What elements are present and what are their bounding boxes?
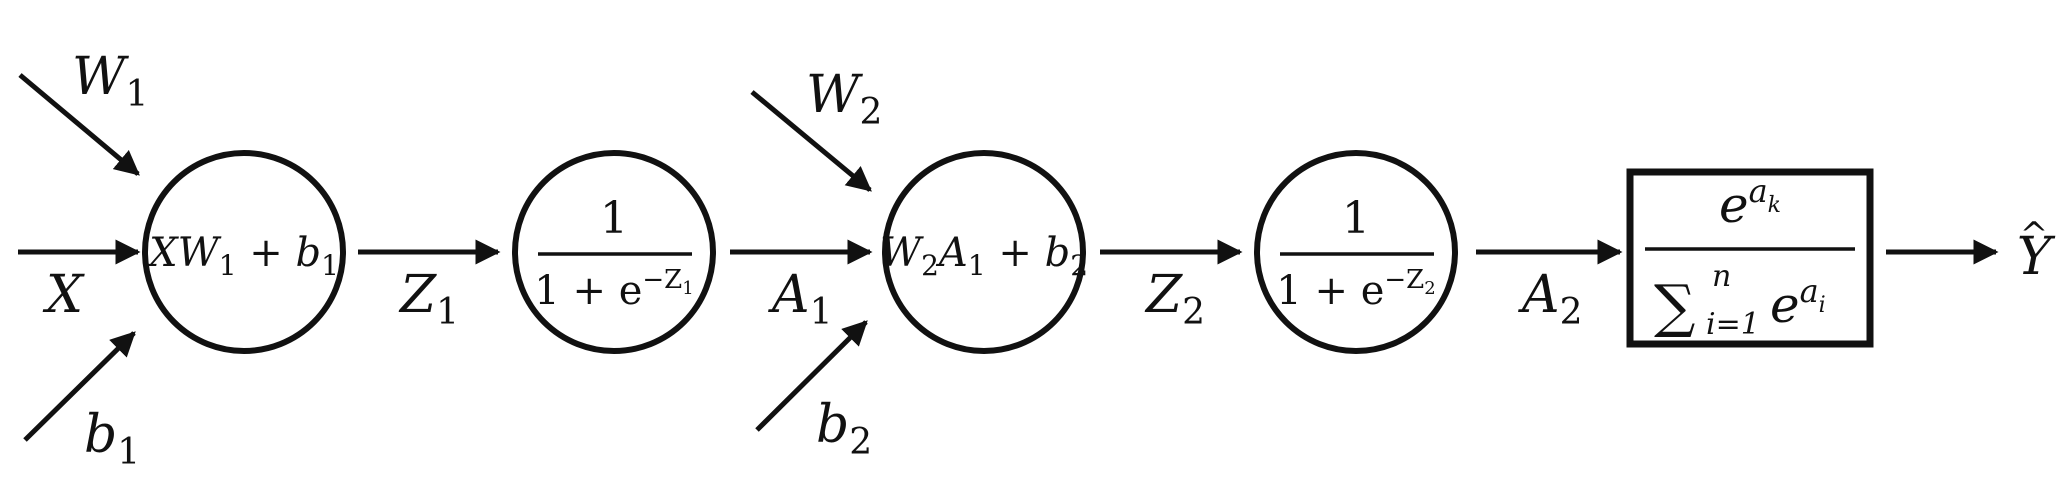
label-b2: b2 (816, 395, 872, 463)
label-z2: Z2 (1144, 265, 1205, 333)
softmax-numerator: eak (1719, 172, 1781, 234)
summation-lower-limit: i=1 (1706, 307, 1760, 342)
node-softmax (1626, 168, 1874, 348)
node-sigmoid1 (512, 150, 716, 354)
softmax-denominator-term: eai (1770, 272, 1826, 334)
label-b1: b1 (84, 405, 140, 473)
node-sigmoid2 (1254, 150, 1458, 354)
output-y-hat: ^ Y (2017, 215, 2056, 287)
sigmoid2-denominator: 1 + e−Z2 (1276, 265, 1435, 314)
edge-b2-to-linear2 (755, 320, 868, 432)
sigmoid1-denominator: 1 + e−Z1 (534, 265, 693, 314)
linear1-formula: XW1 + b1 (146, 230, 339, 282)
y-hat-accent: ^ (2020, 215, 2049, 255)
label-z1: Z1 (398, 265, 459, 333)
y-hat-letter: Y (2017, 227, 2056, 287)
node-linear1 (142, 150, 346, 354)
label-w2: W2 (806, 65, 882, 133)
label-w1: W1 (72, 47, 148, 115)
edge-b1-to-linear1 (23, 331, 136, 442)
label-a1: A1 (768, 265, 832, 333)
sigmoid2-numerator: 1 (1342, 193, 1370, 244)
sigmoid1-numerator: 1 (600, 193, 628, 244)
softmax-denominator: ∑ n i=1 eai (1654, 259, 1826, 342)
node-linear2 (882, 150, 1086, 354)
edge-w2-to-linear2 (750, 90, 872, 192)
summation-sign: ∑ (1654, 272, 1695, 340)
linear2-formula: W2A1 + b2 (880, 230, 1088, 282)
label-a2: A2 (1518, 265, 1582, 333)
summation-upper-limit: n (1712, 259, 1731, 294)
label-x: X (42, 265, 85, 325)
edge-w1-to-linear1 (18, 73, 140, 176)
